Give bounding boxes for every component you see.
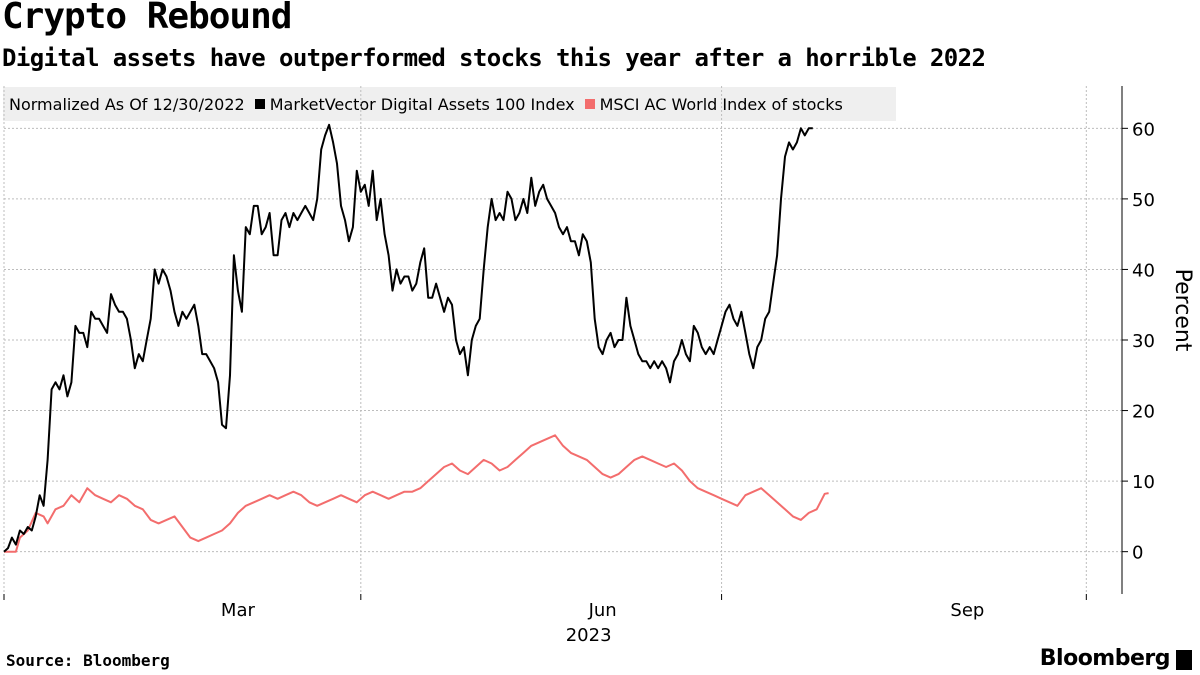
legend: Normalized As Of 12/30/2022 MarketVector… — [3, 87, 896, 121]
legend-label-digital-assets: MarketVector Digital Assets 100 Index — [269, 94, 575, 114]
x-tick-label-mar: Mar — [221, 600, 256, 621]
axes: 0 10 20 30 40 50 60 Mar Jun Sep 2023 Percent — [3, 86, 1195, 646]
series-layer — [3, 123, 829, 553]
grid — [3, 86, 1122, 594]
y-tick-label: 20 — [1132, 402, 1155, 423]
series-line-digital-assets — [3, 123, 813, 553]
series-line-msci — [4, 434, 829, 553]
chart-title: Crypto Rebound — [2, 0, 292, 37]
y-tick-label: 0 — [1132, 543, 1143, 564]
y-tick-label: 60 — [1132, 119, 1155, 140]
y-tick-label: 10 — [1132, 472, 1155, 493]
bloomberg-logo: Bloomberg — [1039, 646, 1171, 671]
chart-subtitle: Digital assets have outperformed stocks … — [2, 44, 986, 72]
y-tick-label: 30 — [1132, 331, 1155, 352]
x-tick-label-jun: Jun — [588, 600, 617, 621]
source-note: Source: Bloomberg — [6, 651, 170, 670]
x-tick-label-sep: Sep — [950, 600, 984, 621]
legend-swatch-digital-assets — [254, 99, 265, 109]
y-tick-label: 40 — [1132, 260, 1155, 281]
x-axis-label: 2023 — [566, 625, 612, 646]
y-axis-label: Percent — [1170, 269, 1195, 352]
legend-normalized-label: Normalized As Of 12/30/2022 — [9, 94, 245, 114]
legend-swatch-msci — [584, 99, 595, 109]
legend-item-digital-assets: MarketVector Digital Assets 100 Index — [254, 94, 575, 114]
bloomberg-terminal-icon — [1176, 650, 1192, 670]
legend-normalized-note: Normalized As Of 12/30/2022 — [9, 95, 245, 114]
y-tick-label: 50 — [1132, 190, 1155, 211]
